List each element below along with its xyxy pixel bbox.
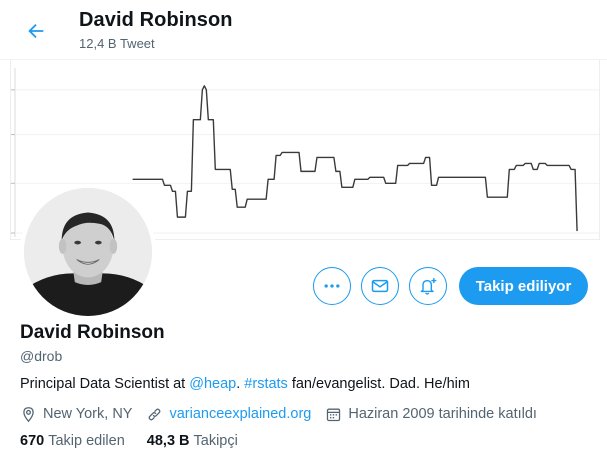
joined-item: Haziran 2009 tarihinde katıldı xyxy=(325,406,537,423)
calendar-icon xyxy=(327,408,341,421)
location-pin-icon xyxy=(23,406,34,422)
arrow-left-icon xyxy=(28,23,44,39)
header-title: David Robinson xyxy=(79,9,233,31)
joined-text: Haziran 2009 tarihinde katıldı xyxy=(348,406,537,422)
website-item: varianceexplained.org xyxy=(146,406,311,423)
more-dots-icon xyxy=(324,284,340,288)
notifications-button[interactable] xyxy=(409,267,447,305)
profile-bio: Principal Data Scientist at @heap. #rsta… xyxy=(20,376,470,392)
avatar-photo-image xyxy=(24,188,152,316)
bell-plus-icon xyxy=(420,278,437,295)
profile-meta: New York, NY varianceexplained.org Hazir… xyxy=(20,404,551,424)
profile-header: David Robinson 12,4 B Tweet xyxy=(0,0,607,60)
message-button[interactable] xyxy=(361,267,399,305)
following-button[interactable]: Takip ediliyor xyxy=(459,267,588,305)
bio-suffix: fan/evangelist. Dad. He/him xyxy=(287,376,470,392)
link-icon xyxy=(149,408,161,420)
bio-mention-link[interactable]: @heap xyxy=(189,376,237,392)
location-item: New York, NY xyxy=(20,406,132,423)
following-count: 670 xyxy=(20,433,45,449)
more-options-button[interactable] xyxy=(313,267,351,305)
profile-handle: @drob xyxy=(20,348,63,364)
profile-avatar[interactable] xyxy=(20,184,156,320)
location-text: New York, NY xyxy=(43,406,133,422)
banner-line-chart-image xyxy=(11,67,599,238)
website-link[interactable]: varianceexplained.org xyxy=(169,406,312,422)
profile-name: David Robinson xyxy=(20,322,165,343)
followers-label: Takipçi xyxy=(193,433,238,449)
following-stat-link[interactable]: 670 Takip edilen xyxy=(20,433,125,449)
following-label: Takip edilen xyxy=(48,433,125,449)
bio-separator: . xyxy=(236,376,245,392)
bio-text: Principal Data Scientist at xyxy=(20,376,190,392)
back-button[interactable] xyxy=(20,15,52,47)
envelope-icon xyxy=(371,279,389,293)
profile-stats: 670 Takip edilen 48,3 B Takipçi xyxy=(20,433,260,449)
followers-stat-link[interactable]: 48,3 B Takipçi xyxy=(147,433,238,449)
tweet-count: 12,4 B Tweet xyxy=(79,36,155,51)
followers-count: 48,3 B xyxy=(146,433,190,449)
bio-hashtag-link[interactable]: #rstats xyxy=(244,376,288,392)
